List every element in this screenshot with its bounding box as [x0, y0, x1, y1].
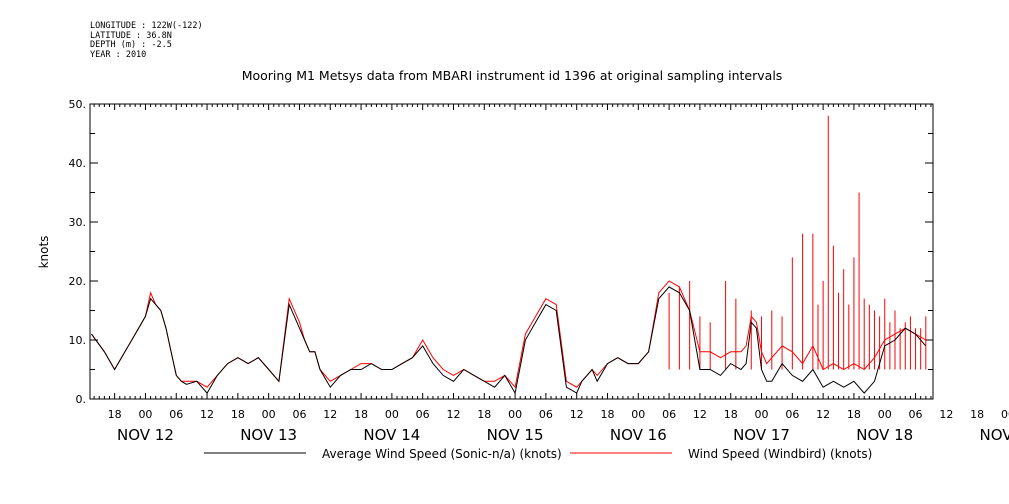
y-axis-label: knots — [37, 236, 51, 269]
x-tick-label: 00 — [631, 408, 645, 421]
series-line-windbird — [91, 280, 927, 389]
day-label: NOV 14 — [363, 426, 420, 444]
day-label: NOV 18 — [856, 426, 913, 444]
x-tick-label: 12 — [323, 408, 337, 421]
day-label: NOV 16 — [610, 426, 667, 444]
x-tick-label: 18 — [477, 408, 491, 421]
y-tick-label: 40. — [69, 157, 87, 170]
y-tick-labels: 0. 10. 20. 30. 40. 50. — [69, 98, 87, 406]
x-tick-label: 18 — [108, 408, 122, 421]
legend: Average Wind Speed (Sonic-n/a) (knots) W… — [204, 447, 872, 461]
x-tick-label: 06 — [416, 408, 430, 421]
x-tick-label: 12 — [446, 408, 460, 421]
x-tick-label: 18 — [724, 408, 738, 421]
x-tick-label: 12 — [816, 408, 830, 421]
chart-title: Mooring M1 Metsys data from MBARI instru… — [242, 68, 783, 83]
x-tick-label: 00 — [878, 408, 892, 421]
windbird-spikes — [668, 115, 927, 370]
year-label: YEAR : 2010 — [90, 49, 147, 60]
longitude-label: LONGITUDE : 122W(-122) — [90, 21, 203, 31]
x-tick-label: 00 — [262, 408, 276, 421]
depth-label: DEPTH (m) : -2.5 — [90, 40, 172, 50]
x-tick-label: 00 — [385, 408, 399, 421]
x-tick-label: 18 — [970, 408, 984, 421]
plot-frame — [89, 103, 934, 400]
y-tick-label: 0. — [76, 393, 87, 406]
x-tick-label: 06 — [292, 408, 306, 421]
day-label: NOV 19 — [980, 426, 1009, 444]
y-tick-label: 30. — [69, 216, 87, 229]
x-tick-label: 00 — [508, 408, 522, 421]
x-tick-label: 06 — [909, 408, 923, 421]
x-tick-label: 00 — [755, 408, 769, 421]
y-tick-label: 50. — [69, 98, 87, 111]
x-tick-labels: 18 00 06 12 18 00 06 12 18 00 06 12 18 00 06 12 18 00 06 12… — [108, 408, 1009, 421]
day-label: NOV 17 — [733, 426, 790, 444]
series-line-average — [91, 286, 927, 395]
latitude-label: LATITUDE : 36.8N — [90, 30, 172, 41]
legend-label-average: Average Wind Speed (Sonic-n/a) (knots) — [322, 447, 562, 461]
x-tick-label: 18 — [601, 408, 615, 421]
x-tick-label: 12 — [570, 408, 584, 421]
x-tick-label: 00 — [1001, 408, 1009, 421]
x-tick-label: 06 — [169, 408, 183, 421]
day-label: NOV 15 — [487, 426, 544, 444]
x-tick-label: 00 — [138, 408, 152, 421]
y-tick-label: 20. — [69, 275, 87, 288]
x-tick-label: 12 — [200, 408, 214, 421]
x-tick-label: 18 — [354, 408, 368, 421]
x-tick-label: 06 — [539, 408, 553, 421]
station-metadata: LONGITUDE : 122W(-122) LATITUDE : 36.8N … — [90, 21, 203, 60]
x-tick-label: 18 — [847, 408, 861, 421]
x-tick-label: 12 — [939, 408, 953, 421]
day-label: NOV 12 — [117, 426, 174, 444]
x-tick-label: 06 — [662, 408, 676, 421]
x-tick-label: 06 — [785, 408, 799, 421]
legend-label-windbird: Wind Speed (Windbird) (knots) — [688, 447, 872, 461]
axis-ticks — [90, 103, 933, 400]
x-tick-label: 12 — [693, 408, 707, 421]
y-tick-label: 10. — [69, 334, 87, 347]
x-tick-label: 18 — [231, 408, 245, 421]
day-label: NOV 13 — [240, 426, 297, 444]
day-labels: NOV 12 NOV 13 NOV 14 NOV 15 NOV 16 NOV 17 NOV … — [117, 426, 1009, 444]
